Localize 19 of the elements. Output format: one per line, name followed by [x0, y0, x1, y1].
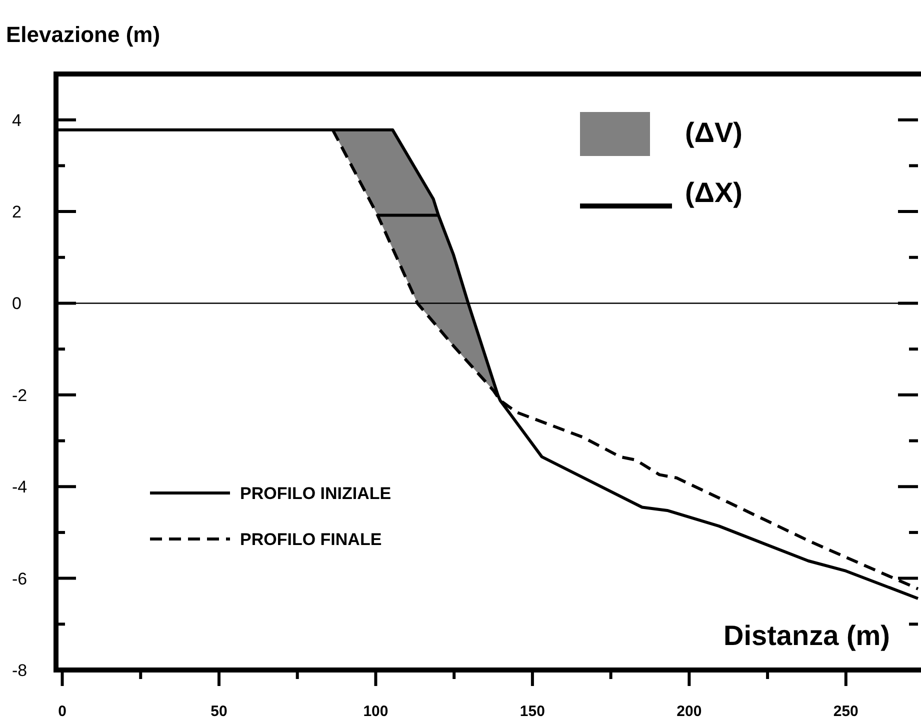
y-tick-label: 2 [12, 202, 22, 222]
legend-label: (ΔV) [685, 116, 742, 148]
y-tick-label: -8 [12, 660, 28, 680]
x-tick-label: 100 [363, 703, 388, 720]
x-tick-label: 150 [520, 703, 545, 720]
y-tick-label: -6 [12, 569, 28, 588]
y-tick-label: -4 [12, 478, 28, 497]
y-axis-title: Elevazione (m) [6, 22, 160, 47]
legend-label: (ΔX) [685, 176, 742, 208]
x-tick-label: 250 [833, 703, 858, 720]
x-tick-label: 50 [210, 703, 228, 720]
legend-label: PROFILO INIZIALE [240, 484, 392, 503]
y-tick-label: 0 [12, 294, 22, 314]
legend-label: PROFILO FINALE [240, 530, 382, 549]
x-tick-label: 0 [58, 703, 66, 720]
x-tick-label: 200 [676, 703, 702, 720]
x-axis-title: Distanza (m) [724, 620, 890, 651]
y-tick-label: -2 [12, 386, 28, 405]
y-tick-label: 4 [12, 110, 22, 130]
